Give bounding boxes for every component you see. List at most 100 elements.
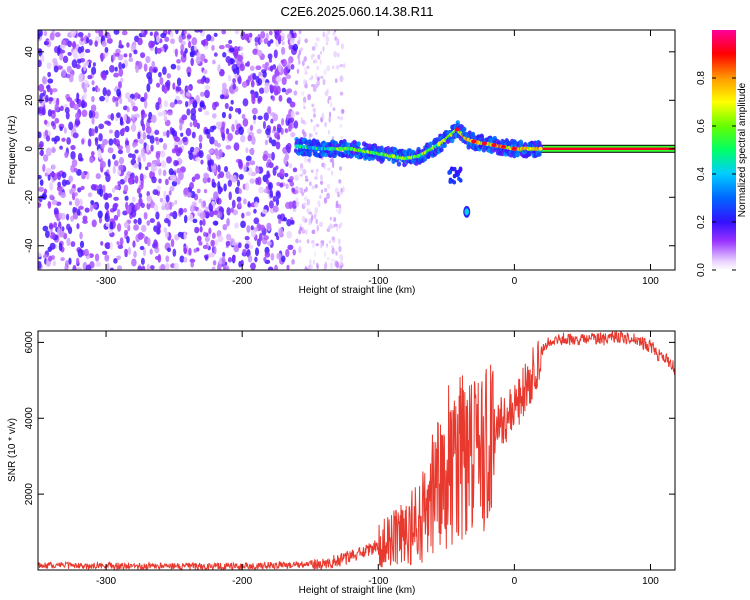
heatmap-cell [204,255,208,261]
heatmap-cell [232,174,237,183]
heatmap-cell [189,146,195,153]
heatmap-cell [83,248,89,257]
heatmap-cell [313,176,318,180]
heatmap-cell [316,65,320,71]
heatmap-cell [124,140,130,146]
heatmap-cell [149,201,156,209]
heatmap-cell [213,239,219,247]
heatmap-cell [339,75,344,83]
heatmap-cell [325,33,329,38]
heatmap-cell [91,66,97,75]
heatmap-cell [140,202,145,209]
heatmap-cell [224,265,230,270]
snr-frame [37,330,676,571]
heatmap-cell [190,57,195,67]
heatmap-cell [121,127,126,133]
heatmap-cell [326,256,331,261]
heatmap-cell [133,218,138,224]
heatmap-cell [275,197,280,206]
heatmap-cell [89,203,94,213]
heatmap-cell [278,219,282,224]
heatmap-cell [263,235,270,241]
heatmap-cell [195,157,201,162]
heatmap-cell [165,262,170,270]
heatmap-cell [94,30,99,34]
heatmap-cell [238,126,244,136]
heatmap-cell [113,72,119,78]
heatmap-cell [183,247,188,255]
heatmap-cell [54,31,61,38]
heatmap-cell [289,101,296,108]
heatmap-cell [233,45,239,55]
heatmap-cell [278,227,284,236]
heatmap-cell [102,184,106,193]
heatmap-cell [278,95,283,102]
heatmap-cell [202,69,208,75]
heatmap-cell [47,174,51,181]
heatmap-x-tick-label: -300 [96,276,116,287]
heatmap-cell [329,216,332,221]
heatmap-cell [71,159,78,167]
heatmap-cell [299,173,304,177]
heatmap-cell [61,226,65,232]
heatmap-cell [198,198,203,204]
heatmap-cell [167,110,173,116]
heatmap-cell [254,201,259,208]
heatmap-cell [266,170,270,178]
heatmap-cell [270,252,275,261]
heatmap-cell [141,224,147,233]
heatmap-cell [174,200,178,205]
heatmap-cell [80,185,85,191]
heatmap-cell [309,133,313,137]
heatmap-cell [161,110,167,117]
heatmap-cell [81,171,85,179]
heatmap-cell [284,89,290,96]
heatmap-cell [272,166,277,176]
heatmap-cell [130,101,136,108]
heatmap-cell [90,151,95,157]
heatmap-cell [68,175,74,183]
heatmap-cell [124,125,130,133]
heatmap-cell [81,82,85,89]
heatmap-cell [183,231,187,240]
heatmap-cell [289,181,295,187]
heatmap-cell [57,172,62,181]
heatmap-cell [471,139,477,144]
heatmap-cell [221,121,226,131]
heatmap-cell [251,96,256,105]
heatmap-cell [156,82,161,88]
heatmap-cell [112,95,116,103]
heatmap-cell [295,111,300,116]
heatmap-cell [205,206,209,212]
heatmap-cell [113,214,119,221]
heatmap-cell [72,49,78,58]
heatmap-cell [198,107,203,112]
heatmap-cell [113,30,120,35]
heatmap-cell [213,32,218,38]
colorbar-tick-label: 0.2 [696,215,707,229]
heatmap-cell [298,30,302,35]
heatmap-cell [134,149,139,154]
heatmap-cell [340,43,344,50]
heatmap-cell [155,101,160,111]
heatmap-cell [271,95,275,102]
heatmap-cell [70,73,74,82]
heatmap-cell [119,237,124,246]
heatmap-x-axis: -300 -200 -100 0 100 [96,30,659,287]
heatmap-cell [83,92,87,100]
heatmap-cell [104,242,110,249]
heatmap-cell [98,133,103,142]
heatmap-cell [295,197,299,203]
heatmap-cell [70,151,76,160]
heatmap-cell [320,174,323,181]
heatmap-cell [317,200,321,206]
heatmap-cell [331,65,335,70]
heatmap-cell [146,162,152,168]
heatmap-cell [109,64,115,73]
heatmap-cell [164,36,170,43]
heatmap-cell [124,248,129,255]
heatmap-cell [47,109,53,117]
heatmap-cell [332,31,336,36]
heatmap-cell [245,155,252,162]
heatmap-cell [177,147,183,154]
